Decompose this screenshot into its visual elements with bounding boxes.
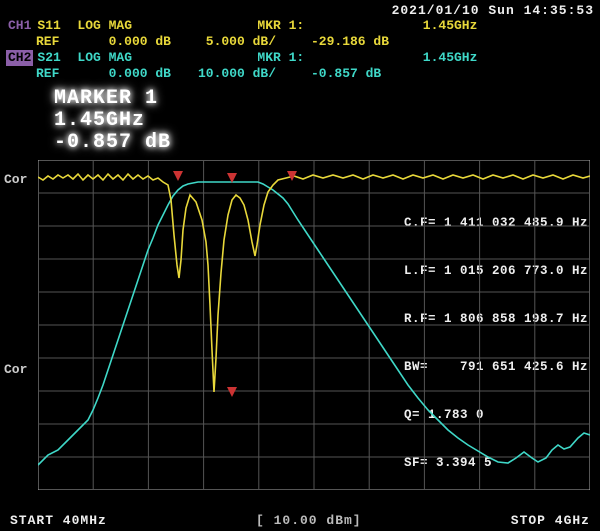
cor-label-1: Cor — [4, 172, 27, 187]
ch1-ref-value: 0.000 dB — [76, 34, 171, 50]
ch1-mkr-freq: 1.45GHz — [377, 18, 477, 34]
ch1-ref-row: REF 0.000 dB 5.000 dB/ -29.186 dB — [0, 34, 600, 50]
ch2-tag: CH2 — [6, 50, 33, 66]
ch2-mkr-label: MKR 1: — [257, 50, 377, 66]
stop-freq: STOP 4GHz — [511, 513, 590, 528]
ch1-ref-label: REF — [36, 34, 76, 50]
power-level: [ 10.00 dBm] — [256, 513, 362, 528]
ch2-format: LOG MAG — [77, 50, 227, 66]
ch1-param: S11 — [37, 18, 77, 34]
ch2-mkr-freq: 1.45GHz — [377, 50, 477, 66]
ch1-scale: 5.000 dB/ — [171, 34, 276, 50]
start-freq: START 40MHz — [10, 513, 107, 528]
plot-area — [38, 160, 590, 490]
ch1-readout: CH1 S11 LOG MAG MKR 1: 1.45GHz — [0, 18, 600, 34]
ch2-param: S21 — [37, 50, 77, 66]
ch2-ref-row: REF 0.000 dB 10.000 dB/ -0.857 dB — [0, 66, 600, 82]
ch2-readout: CH2 S21 LOG MAG MKR 1: 1.45GHz — [0, 50, 600, 66]
marker-freq: 1.45GHz — [54, 110, 171, 132]
marker-box: MARKER 1 1.45GHz -0.857 dB — [54, 88, 171, 154]
ch1-mkr-label: MKR 1: — [257, 18, 377, 34]
bottom-bar: START 40MHz [ 10.00 dBm] STOP 4GHz — [0, 513, 600, 528]
ch1-mkr-value: -29.186 dB — [311, 34, 431, 50]
ch2-ref-value: 0.000 dB — [76, 66, 171, 82]
datetime-status: 2021/01/10 Sun 14:35:53 — [0, 0, 600, 18]
ch1-format: LOG MAG — [77, 18, 227, 34]
marker-title: MARKER 1 — [54, 88, 171, 110]
ch2-mkr-value: -0.857 dB — [311, 66, 431, 82]
plot-svg — [38, 160, 590, 490]
ch1-tag: CH1 — [6, 18, 33, 34]
ch2-ref-label: REF — [36, 66, 76, 82]
marker-val: -0.857 dB — [54, 132, 171, 154]
cor-label-2: Cor — [4, 362, 27, 377]
ch2-scale: 10.000 dB/ — [171, 66, 276, 82]
